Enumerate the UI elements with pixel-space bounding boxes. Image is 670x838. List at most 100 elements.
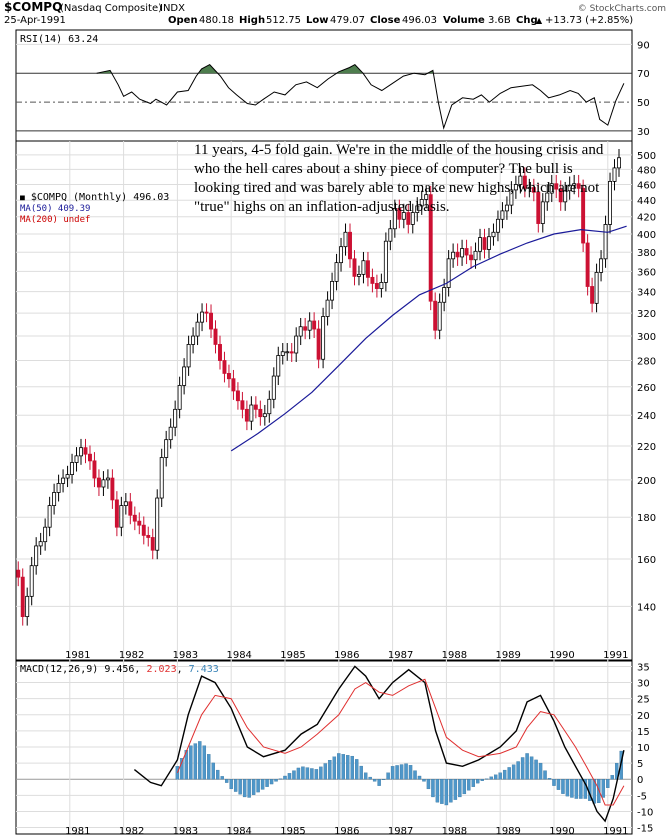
macd-histogram-bar xyxy=(193,743,198,780)
rsi-tick-label: 50 xyxy=(637,98,650,109)
candle-body xyxy=(74,455,79,463)
ma50-line xyxy=(230,225,627,452)
candle-body xyxy=(271,375,276,400)
macd-histogram-bar xyxy=(413,770,417,780)
candle-body xyxy=(495,218,500,233)
macd-histogram-bar xyxy=(247,779,251,798)
macd-histogram-bar xyxy=(233,779,238,792)
candle-body xyxy=(150,537,155,551)
macd-x-tick-label: 1984 xyxy=(226,826,251,837)
candle-body xyxy=(460,248,465,258)
macd-histogram-bar xyxy=(520,757,525,780)
rsi-tick-label: 70 xyxy=(637,69,650,80)
candle-body xyxy=(195,321,200,337)
macd-tick-label: 15 xyxy=(637,727,650,738)
macd-histogram-bar xyxy=(377,779,381,786)
macd-x-tick-label: 1989 xyxy=(495,826,520,837)
price-tick-label: 420 xyxy=(637,213,656,224)
candle-body xyxy=(70,462,75,475)
chart-index-name: (Nasdaq Composite) xyxy=(60,3,162,14)
macd-histogram-bar xyxy=(458,779,462,798)
candle-body xyxy=(244,408,249,422)
macd-histogram-bar xyxy=(561,779,565,794)
candle-body xyxy=(226,373,231,380)
candle-body xyxy=(114,499,119,528)
price-x-tick-label: 1982 xyxy=(119,650,144,661)
candle-body xyxy=(343,231,348,248)
price-tick-label: 500 xyxy=(637,151,656,162)
volume-label: Volume xyxy=(443,15,485,26)
candle-body xyxy=(590,286,595,304)
candle-body xyxy=(173,408,178,428)
macd-histogram-bar xyxy=(426,779,431,790)
candle-body xyxy=(545,192,550,203)
candle-body xyxy=(518,175,523,185)
macd-histogram-bar xyxy=(502,769,507,780)
macd-histogram-bar xyxy=(310,768,314,780)
macd-histogram-bar xyxy=(408,765,413,780)
candle-body xyxy=(554,183,559,190)
candle-body xyxy=(191,335,196,345)
macd-histogram-bar xyxy=(359,765,363,780)
candle-body xyxy=(473,250,478,261)
candle-body xyxy=(339,246,344,264)
candle-body xyxy=(213,328,218,345)
candle-body xyxy=(576,183,581,189)
macd-histogram-bar xyxy=(422,779,426,782)
candle-body xyxy=(487,236,491,250)
candle-body xyxy=(437,301,442,331)
candle-body xyxy=(43,526,48,543)
candle-body xyxy=(146,535,151,538)
macd-histogram-bar xyxy=(462,779,467,795)
macd-tick-label: 35 xyxy=(637,662,650,673)
macd-histogram-bar xyxy=(610,775,614,780)
macd-histogram-bar xyxy=(404,763,408,780)
candle-body xyxy=(451,251,456,260)
macd-histogram-bar xyxy=(574,779,579,799)
macd-histogram-bar xyxy=(489,776,493,780)
candle-body xyxy=(585,242,590,287)
candle-body xyxy=(25,595,30,618)
macd-histogram-bar xyxy=(511,764,516,780)
candle-body xyxy=(446,258,451,288)
candle-body xyxy=(20,576,25,618)
candle-body xyxy=(38,541,43,547)
macd-histogram-bar xyxy=(332,756,337,780)
svg-text:■ $COMPQ (Monthly) 496.03: ■ $COMPQ (Monthly) 496.03 xyxy=(20,192,169,203)
price-tick-label: 260 xyxy=(637,383,656,394)
candle-body xyxy=(52,492,57,506)
candle-body xyxy=(563,190,568,203)
price-tick-label: 400 xyxy=(637,230,656,241)
macd-histogram-bar xyxy=(606,779,610,788)
candle-body xyxy=(406,212,411,225)
candle-body xyxy=(218,344,222,361)
candle-body xyxy=(164,439,169,458)
candle-body xyxy=(235,390,240,402)
macd-x-tick-label: 1983 xyxy=(173,826,198,837)
candle-body xyxy=(29,565,34,597)
rsi-tick-label: 90 xyxy=(637,40,650,51)
macd-histogram-bar xyxy=(485,778,489,780)
macd-legend-signal-value: 2.023 xyxy=(146,664,176,675)
macd-histogram-bar xyxy=(552,779,556,786)
candle-body xyxy=(92,460,97,479)
macd-histogram-bar xyxy=(260,779,265,790)
candle-body xyxy=(357,273,361,277)
price-tick-label: 280 xyxy=(637,357,656,368)
macd-histogram-bar xyxy=(283,775,287,780)
macd-histogram-bar xyxy=(242,779,247,798)
macd-histogram-bar xyxy=(525,753,529,780)
price-x-tick-label: 1984 xyxy=(226,650,251,661)
macd-tick-label: -5 xyxy=(637,791,647,802)
candle-body xyxy=(531,187,536,193)
price-x-tick-label: 1981 xyxy=(65,650,90,661)
macd-histogram-bar xyxy=(301,766,305,780)
candle-body xyxy=(415,205,420,213)
ma200-legend: MA(200) undef xyxy=(20,215,90,225)
candle-body xyxy=(240,400,245,410)
candle-body xyxy=(56,483,61,493)
macd-x-tick-label: 1987 xyxy=(388,826,413,837)
macd-histogram-bar xyxy=(211,762,215,780)
macd-histogram-bar xyxy=(516,761,520,780)
